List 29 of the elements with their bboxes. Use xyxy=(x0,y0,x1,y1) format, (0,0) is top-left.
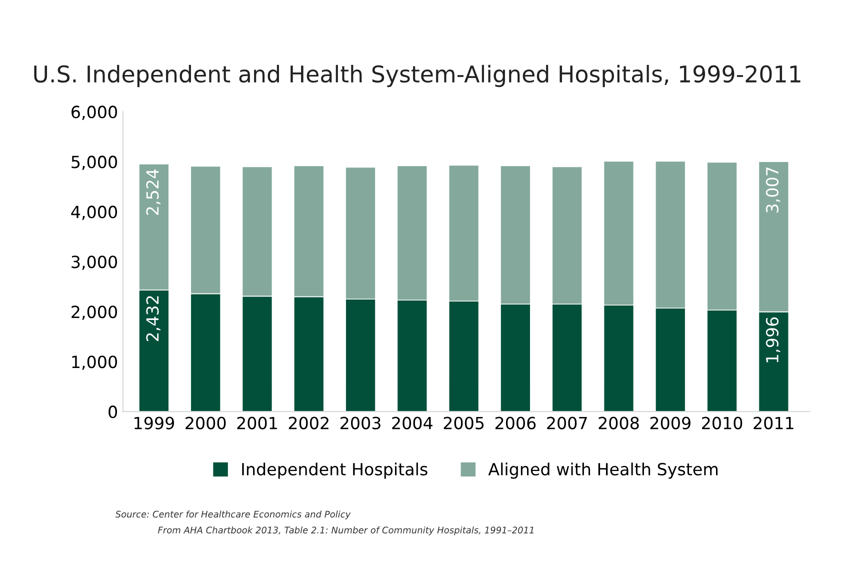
x-tick-label: 2005 xyxy=(444,416,484,430)
x-tick-label: 2001 xyxy=(237,416,277,430)
x-tick-label: 1999 xyxy=(134,416,174,430)
x-tick-label: 2008 xyxy=(598,416,639,430)
x-tick-label: 2009 xyxy=(650,416,690,430)
x-tick-label: 2010 xyxy=(702,416,742,430)
y-tick-label: 0 xyxy=(108,406,117,418)
x-tick-label: 2004 xyxy=(392,416,432,430)
y-tick-label: 5,000 xyxy=(72,156,117,170)
data-label: 2,524 xyxy=(146,169,160,215)
text: From AHA Chartbook 2013, Table 2.1: Number of Community Hospitals, 1991–2011 xyxy=(158,526,534,536)
data-label: 1,996 xyxy=(766,317,780,362)
y-tick-label: 6,000 xyxy=(72,106,117,120)
x-tick-label: 2002 xyxy=(288,416,328,430)
data-label: 3,007 xyxy=(766,167,780,212)
y-tick-label: 3,000 xyxy=(72,256,117,270)
y-tick-label: 1,000 xyxy=(72,356,117,370)
x-tick-label: 2000 xyxy=(186,416,226,430)
data-label: 2,432 xyxy=(146,296,160,342)
legend-label: Aligned with Health System xyxy=(488,462,718,479)
x-tick-label: 2011 xyxy=(754,416,794,430)
legend-label: Independent Hospitals xyxy=(242,462,428,479)
source-note: Source: Center for Healthcare Economics and Policy xyxy=(115,510,351,520)
x-tick-label: 2006 xyxy=(495,416,536,430)
x-tick-label: 2003 xyxy=(340,416,380,430)
y-tick-label: 2,000 xyxy=(72,306,117,320)
chart-title: U.S. Independent and Health System-Aligned Hospitals, 1999-2011 xyxy=(34,64,800,88)
x-tick-label: 2007 xyxy=(547,416,587,430)
y-tick-label: 4,000 xyxy=(71,206,117,220)
